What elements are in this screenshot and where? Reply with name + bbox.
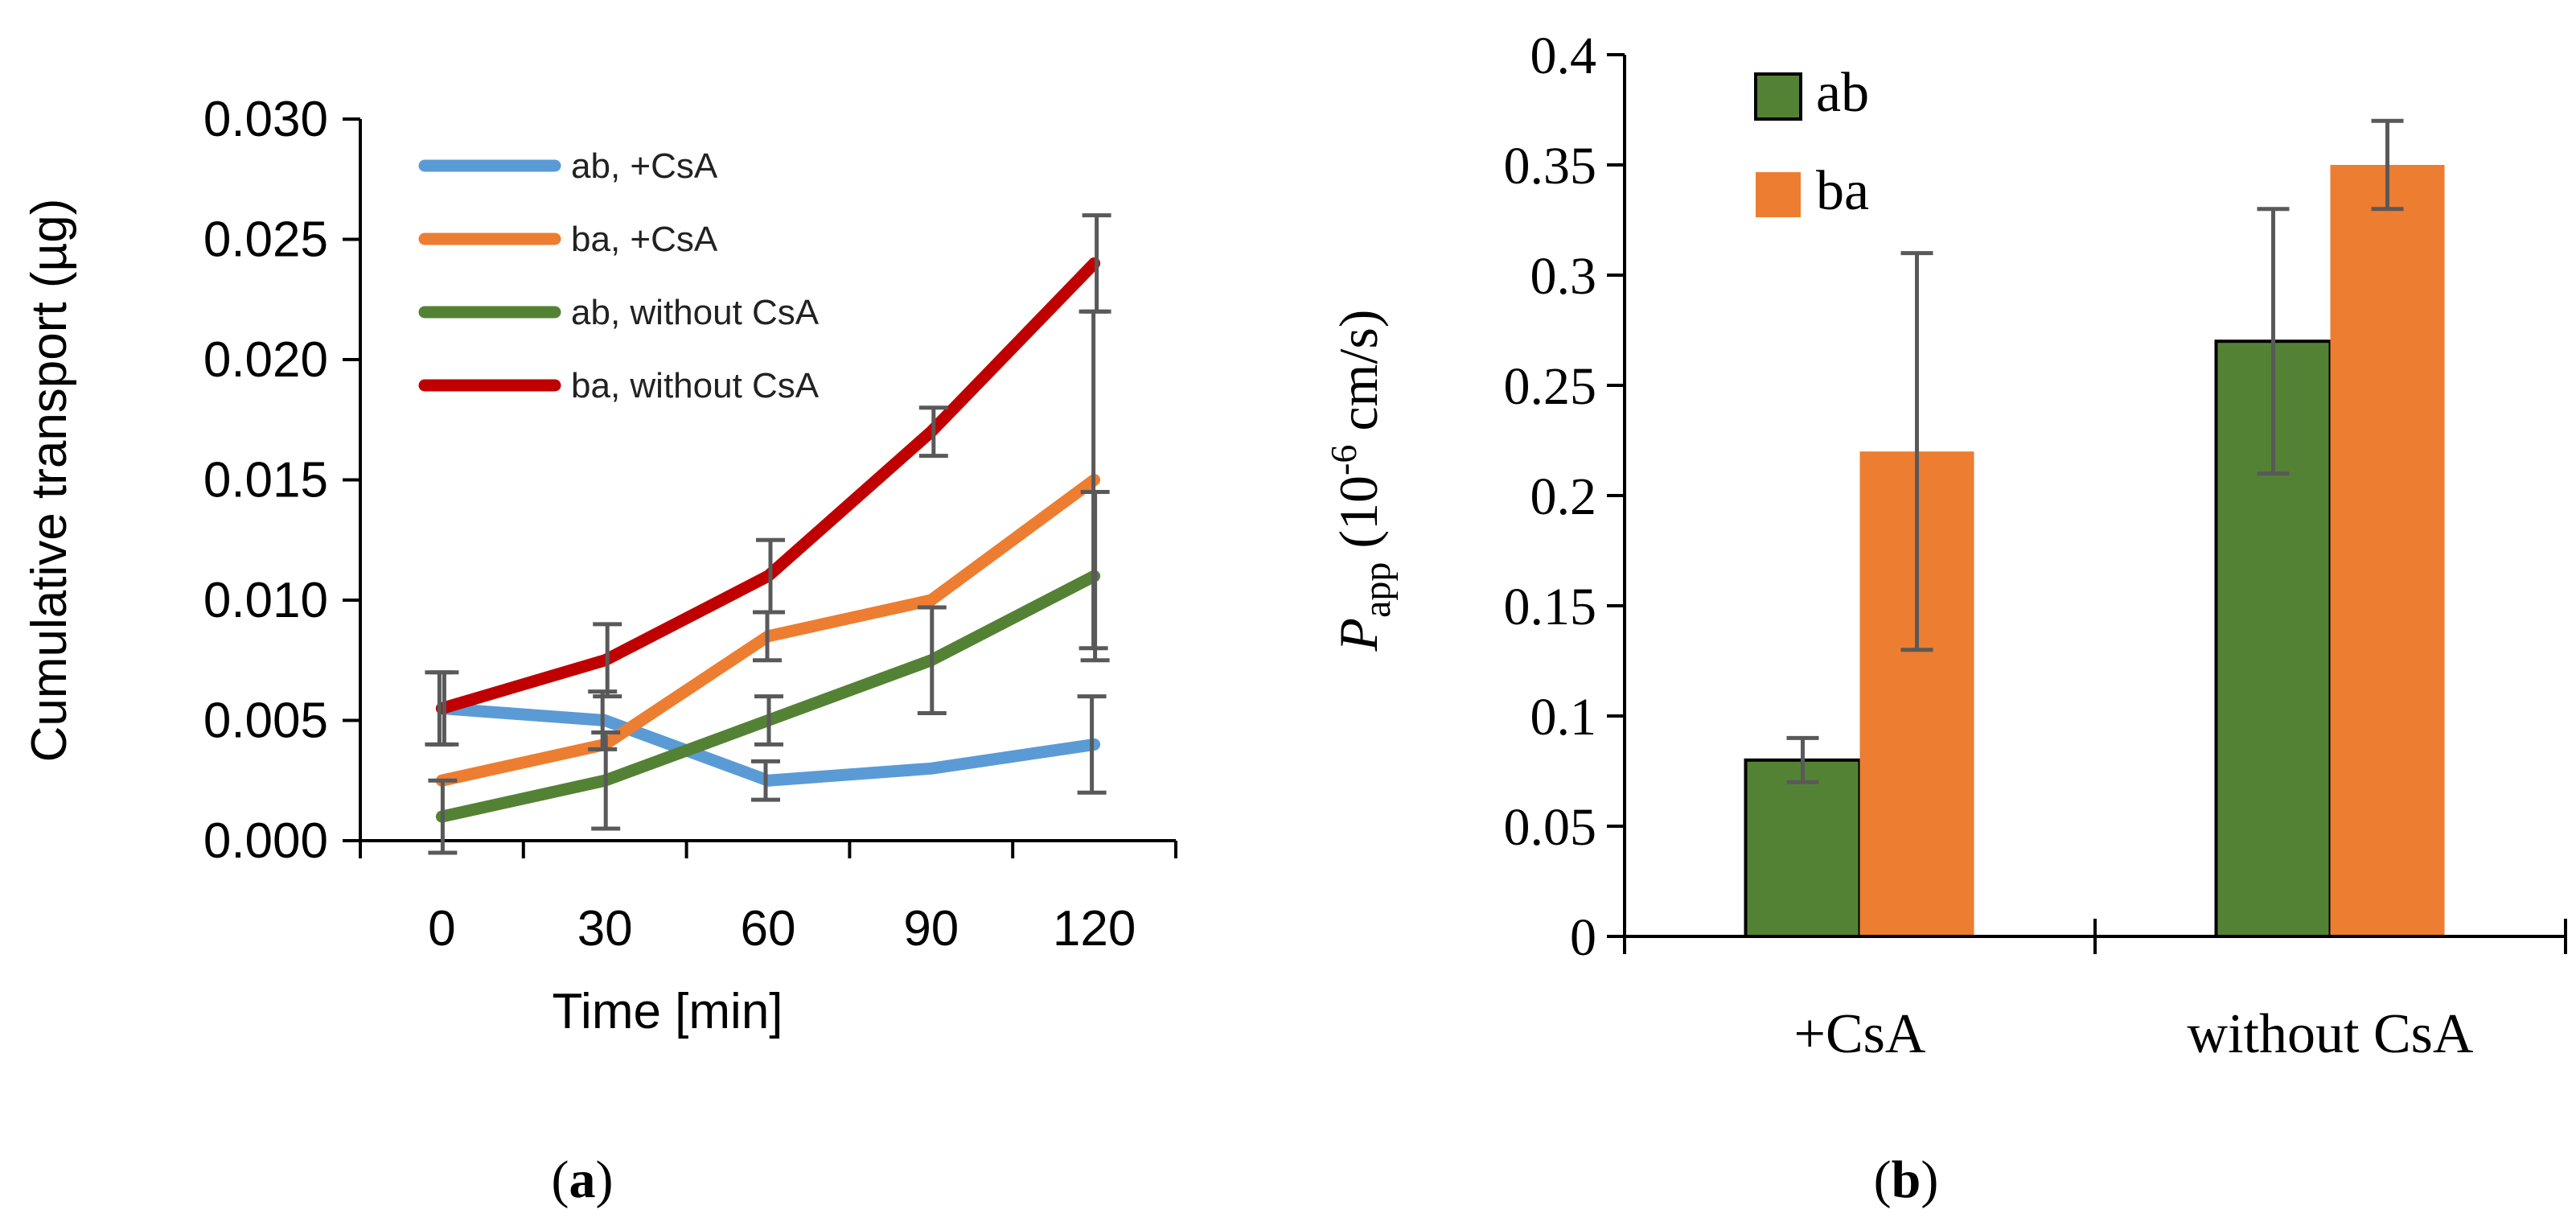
panel-a-y-axis-label: Cumulative transport (µg) — [22, 199, 77, 763]
panel-b-label: (b) — [1874, 1150, 1939, 1209]
panel-b-y-tick-label: 0.1 — [1530, 688, 1597, 747]
panel-a-legend-label: ba, without CsA — [571, 366, 820, 405]
panel-b-y-axis-ticks: 0 0.05 0.1 0.15 0.2 0.25 0.3 0.35 0.4 — [1504, 27, 1625, 967]
panel-a-x-tick-label: 120 — [1053, 901, 1136, 957]
panel-a-y-tick-label: 0.020 — [203, 332, 328, 388]
panel-a-x-axis-ticks: 0 30 60 90 120 — [359, 841, 1177, 957]
panel-b-legend-swatch — [1756, 172, 1801, 217]
panel-b-y-axis-label: Papp (10-6 cm/s) — [1323, 310, 1399, 652]
panel-b-bar — [1744, 758, 1862, 938]
panel-a-series-line — [435, 257, 1101, 715]
panel-a-legend-label: ab, without CsA — [571, 293, 820, 332]
panel-a-legend-label: ba, +CsA — [571, 220, 718, 259]
panel-b-legend-label: ba — [1816, 160, 1869, 222]
panel-a-y-tick-label: 0.015 — [203, 453, 328, 508]
panel-a-x-axis-label: Time [min] — [552, 984, 783, 1039]
panel-b-x-axis-ticks: +CsA without CsA — [1623, 919, 2567, 1065]
panel-a-legend: ab, +CsA ba, +CsA ab, without CsA ba, witho… — [418, 146, 820, 405]
panel-a-y-tick-label: 0.010 — [203, 573, 328, 628]
panel-a-x-tick-label: 60 — [741, 901, 796, 957]
panel-b-bars — [1744, 165, 2445, 938]
panel-b-bar-chart: 0 0.05 0.1 0.15 0.2 0.25 0.3 0.35 0.4 +CsA withou… — [1323, 27, 2567, 1209]
panel-b-x-tick-label: +CsA — [1794, 1003, 1926, 1065]
panel-b-legend-label: ab — [1816, 62, 1869, 124]
panel-a-y-tick-label: 0.025 — [203, 212, 328, 268]
panel-a-series-line — [435, 702, 1101, 787]
panel-b-y-tick-label: 0.3 — [1530, 247, 1597, 306]
panel-b-y-tick-label: 0.2 — [1530, 467, 1597, 526]
panel-a-x-tick-label: 30 — [577, 901, 633, 957]
panel-a-y-axis-ticks: 0.000 0.005 0.010 0.015 0.020 0.025 0.030 — [203, 92, 360, 869]
panel-a-line-chart: 0.000 0.005 0.010 0.015 0.020 0.025 0.030 0 30 6… — [22, 92, 1177, 1209]
panel-a-legend-label: ab, +CsA — [571, 146, 718, 186]
panel-b-bar — [2330, 165, 2445, 936]
panel-a-y-tick-label: 0.030 — [203, 92, 328, 147]
panel-b-y-tick-label: 0.4 — [1530, 27, 1597, 85]
panel-a-label: (a) — [552, 1150, 614, 1209]
panel-a-y-tick-label: 0.000 — [203, 813, 328, 869]
panel-b-y-tick-label: 0.35 — [1504, 137, 1597, 195]
panel-a-y-tick-label: 0.005 — [203, 693, 328, 749]
panel-b-legend: ab ba — [1754, 62, 1869, 222]
panel-b-legend-swatch — [1754, 72, 1802, 121]
panel-b-y-tick-label: 0.15 — [1504, 578, 1597, 636]
panel-b-error-bars — [1786, 118, 2404, 784]
panel-a-x-tick-label: 90 — [903, 901, 959, 957]
panel-a-x-tick-label: 0 — [428, 901, 455, 957]
panel-a-error-bars — [425, 213, 1111, 855]
panel-b-x-tick-label: without CsA — [2188, 1003, 2474, 1065]
panel-b-y-tick-label: 0.05 — [1504, 798, 1597, 857]
panel-b-y-tick-label: 0 — [1570, 908, 1596, 967]
panel-b-y-tick-label: 0.25 — [1504, 357, 1597, 416]
